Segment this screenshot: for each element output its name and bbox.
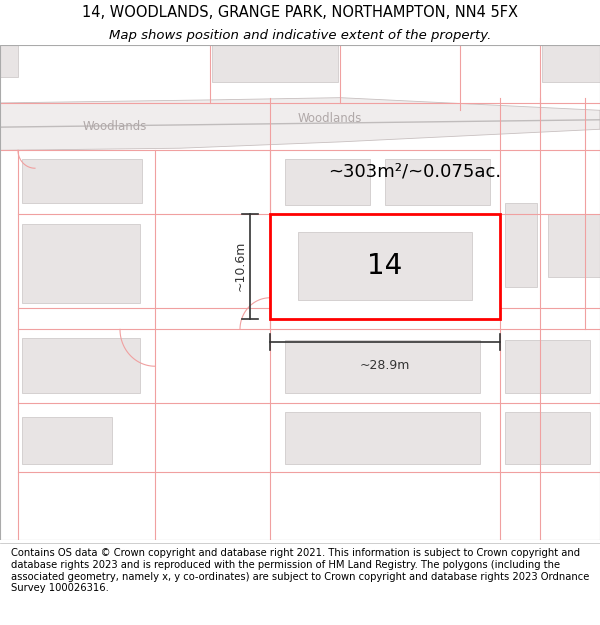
Bar	[298, 232, 472, 300]
Bar	[285, 340, 480, 392]
Bar	[0, 45, 18, 77]
Text: Woodlands: Woodlands	[298, 112, 362, 125]
Text: ~28.9m: ~28.9m	[360, 359, 410, 372]
Bar	[285, 411, 480, 464]
Bar	[22, 159, 142, 203]
Text: Woodlands: Woodlands	[83, 119, 147, 132]
Bar	[548, 214, 600, 277]
Text: ~10.6m: ~10.6m	[233, 241, 247, 291]
Text: 14, WOODLANDS, GRANGE PARK, NORTHAMPTON, NN4 5FX: 14, WOODLANDS, GRANGE PARK, NORTHAMPTON,…	[82, 5, 518, 20]
Bar	[22, 417, 112, 464]
Polygon shape	[0, 98, 600, 151]
Bar	[385, 159, 490, 205]
Bar	[505, 411, 590, 464]
Bar	[212, 45, 338, 82]
Bar	[505, 203, 537, 288]
Bar	[285, 159, 370, 205]
Text: ~303m²/~0.075ac.: ~303m²/~0.075ac.	[328, 162, 502, 181]
Text: 14: 14	[367, 252, 403, 280]
Bar	[22, 224, 140, 303]
Bar	[505, 340, 590, 392]
Bar	[22, 338, 140, 392]
Bar	[542, 45, 600, 82]
Text: Map shows position and indicative extent of the property.: Map shows position and indicative extent…	[109, 29, 491, 42]
Bar	[270, 214, 500, 319]
Text: Contains OS data © Crown copyright and database right 2021. This information is : Contains OS data © Crown copyright and d…	[11, 549, 589, 593]
